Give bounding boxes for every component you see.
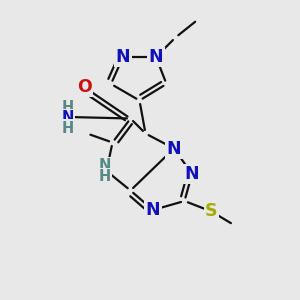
Text: O: O bbox=[76, 78, 92, 96]
Text: S: S bbox=[205, 202, 218, 220]
Text: H: H bbox=[99, 169, 111, 184]
Text: N: N bbox=[146, 201, 160, 219]
Text: N: N bbox=[185, 165, 199, 183]
Text: H: H bbox=[61, 121, 74, 136]
Text: N: N bbox=[61, 110, 74, 125]
Text: H: H bbox=[61, 100, 74, 115]
Text: N: N bbox=[167, 140, 181, 158]
Text: N: N bbox=[116, 48, 130, 66]
Text: N: N bbox=[99, 158, 111, 173]
Text: N: N bbox=[149, 48, 163, 66]
